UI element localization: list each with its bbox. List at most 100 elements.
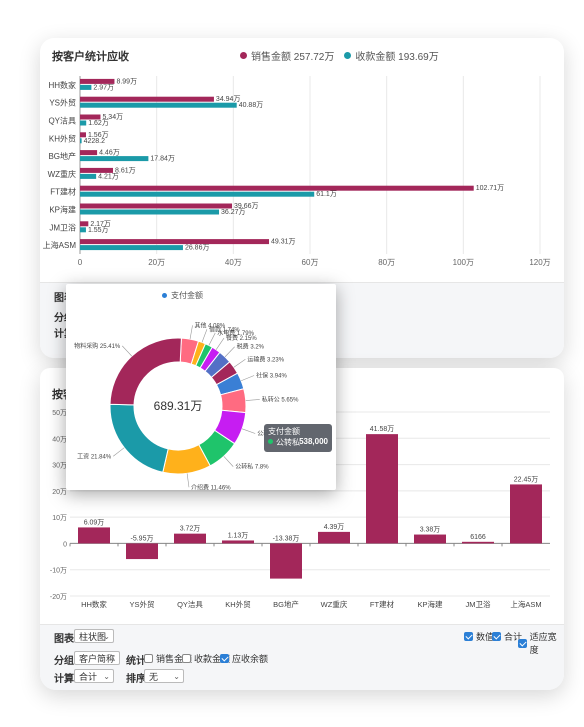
donut-chart: 其他 4.08%借款 1.74%水电费 1.79%餐费 2.15%税费 3.2%… bbox=[74, 321, 299, 490]
pie-slice-label: 公转私 7.8% bbox=[235, 463, 269, 471]
pie-legend-dot bbox=[162, 293, 167, 298]
pie-leader-line bbox=[208, 332, 216, 346]
bar-value-label: 17.84万 bbox=[150, 155, 175, 163]
checkbox-checked-icon bbox=[492, 632, 501, 641]
checkbox-unchecked-icon bbox=[182, 654, 191, 663]
pie-slice-label: 借款 1.74% bbox=[209, 325, 240, 333]
bar-value-label: 3.38万 bbox=[420, 526, 441, 534]
y-tick-label: -10万 bbox=[50, 567, 67, 575]
bar-value-label: 4228.2 bbox=[84, 138, 106, 145]
chevron-down-icon: ⌄ bbox=[103, 672, 110, 681]
bar-value-label: 39.66万 bbox=[234, 202, 259, 210]
x-tick-label: 100万 bbox=[453, 258, 474, 267]
chevron-down-icon: ⌄ bbox=[173, 672, 180, 681]
y-tick-label: 30万 bbox=[52, 462, 67, 470]
stat-label: 统计 bbox=[126, 656, 146, 667]
category-label: BG地产 bbox=[273, 599, 299, 609]
chart-type-value: 柱状图 bbox=[79, 632, 107, 642]
bar-sales bbox=[80, 132, 86, 138]
pie-tooltip: 支付金额 公转私 538,000 bbox=[264, 424, 332, 452]
category-label: JM卫浴 bbox=[49, 222, 76, 232]
pie-leader-line bbox=[224, 346, 235, 358]
bar-value-label: 2.17万 bbox=[90, 220, 111, 228]
x-tick-label: 40万 bbox=[225, 258, 242, 267]
bar-receivable bbox=[510, 484, 542, 544]
tooltip-name: 公转私 bbox=[276, 438, 300, 447]
chart-type-select[interactable]: 柱状图 ⌄ bbox=[74, 629, 114, 643]
category-label: KH外贸 bbox=[225, 599, 251, 609]
legend-sales-label: 销售金额 257.72万 bbox=[251, 52, 335, 63]
x-tick-label: 80万 bbox=[378, 258, 395, 267]
show-values-checkbox[interactable]: 数值 bbox=[464, 630, 494, 643]
bar-value-label: 8.99万 bbox=[116, 77, 137, 85]
bar-received bbox=[80, 84, 92, 90]
checkbox-checked-icon bbox=[518, 638, 527, 648]
calc-value: 合计 bbox=[79, 672, 98, 682]
bar-received bbox=[80, 191, 315, 197]
payment-pie-card: 支付金额 其他 4.08% 借款 1.74% 水电费 1.79% 餐费 2.15% 税费… bbox=[66, 284, 336, 490]
show-total-checkbox[interactable]: 合计 bbox=[492, 630, 522, 643]
group-select[interactable]: 客户简称 ⌄ bbox=[74, 651, 120, 665]
category-label: WZ重庆 bbox=[48, 169, 76, 179]
group-value: 客户简称 bbox=[79, 654, 116, 664]
bar-receivable bbox=[174, 533, 206, 544]
chart-controls: 图表 柱状图 ⌄ 数值 合计 适应宽度 分组 客户简称 ⌄ 统计 销售金额 收款金额… bbox=[40, 624, 564, 690]
bar-sales bbox=[80, 203, 233, 209]
checkbox-unchecked-icon bbox=[144, 654, 153, 663]
category-label: KP海建 bbox=[49, 205, 76, 215]
bar-receivable bbox=[366, 434, 398, 544]
bar-sales bbox=[80, 221, 89, 227]
category-label: KP海建 bbox=[417, 599, 443, 609]
pie-leader-line bbox=[241, 375, 255, 382]
fit-width-checkbox[interactable]: 适应宽度 bbox=[518, 630, 564, 656]
pie-slice bbox=[109, 403, 169, 473]
bar-received bbox=[80, 227, 86, 233]
category-label: QY洁具 bbox=[177, 599, 203, 609]
pie-slice-label: 工资 21.84% bbox=[77, 452, 112, 460]
bar-sales bbox=[80, 150, 98, 156]
pie-leader-line bbox=[233, 359, 246, 368]
pie-slice-label: 税费 3.2% bbox=[237, 343, 265, 351]
bar-value-label: 4.46万 bbox=[99, 149, 120, 157]
bar-value-label: 26.86万 bbox=[185, 244, 210, 252]
y-tick-label: 0 bbox=[63, 541, 67, 548]
stat-receivable-checkbox[interactable]: 应收余额 bbox=[220, 652, 268, 665]
bar-value-label: 2.97万 bbox=[93, 83, 114, 91]
y-tick-label: -20万 bbox=[50, 593, 67, 601]
legend-received-label: 收款金额 193.69万 bbox=[355, 52, 439, 63]
donut-center-total: 689.31万 bbox=[154, 399, 203, 413]
sort-label: 排序 bbox=[126, 674, 146, 685]
stat-received-checkbox[interactable]: 收款金额 bbox=[182, 652, 230, 665]
bar-sales bbox=[80, 114, 101, 120]
group-label: 分组 bbox=[54, 656, 74, 667]
bar-value-label: -13.38万 bbox=[273, 534, 300, 542]
pie-legend[interactable]: 支付金额 bbox=[162, 290, 203, 301]
top-chart-legend[interactable]: 销售金额 257.72万 收款金额 193.69万 bbox=[240, 48, 439, 63]
category-label: FT建材 bbox=[50, 187, 76, 197]
y-tick-label: 40万 bbox=[52, 435, 67, 443]
pie-slice-label: 介绍费 11.46% bbox=[191, 483, 231, 490]
bar-sales bbox=[80, 185, 474, 191]
stat-sales-label: 销售金额 bbox=[156, 654, 193, 664]
bar-received bbox=[80, 245, 183, 251]
pie-slice-label: 私转公 5.65% bbox=[262, 395, 299, 403]
pie-leader-line bbox=[241, 428, 256, 434]
pie-slice-label: 水电费 1.79% bbox=[217, 329, 254, 337]
bar-value-label: 102.71万 bbox=[476, 184, 504, 192]
bar-value-label: 6166 bbox=[470, 534, 486, 541]
show-total-label: 合计 bbox=[504, 632, 523, 642]
stat-sales-checkbox[interactable]: 销售金额 bbox=[144, 652, 192, 665]
pie-leader-line bbox=[215, 337, 225, 350]
bar-value-label: 5.34万 bbox=[102, 113, 123, 121]
bar-sales bbox=[80, 239, 270, 245]
bar-sales bbox=[80, 96, 214, 102]
calc-select[interactable]: 合计 ⌄ bbox=[74, 669, 114, 683]
pie-slice-label: 运输费 3.23% bbox=[247, 355, 284, 363]
pie-leader-line bbox=[245, 399, 260, 401]
category-label: HH数家 bbox=[81, 599, 107, 609]
pie-leader-line bbox=[113, 447, 125, 457]
sort-select[interactable]: 无 ⌄ bbox=[144, 669, 184, 683]
bar-receivable bbox=[222, 540, 254, 544]
bar-received bbox=[80, 173, 97, 179]
pie-leader-line bbox=[223, 456, 234, 467]
